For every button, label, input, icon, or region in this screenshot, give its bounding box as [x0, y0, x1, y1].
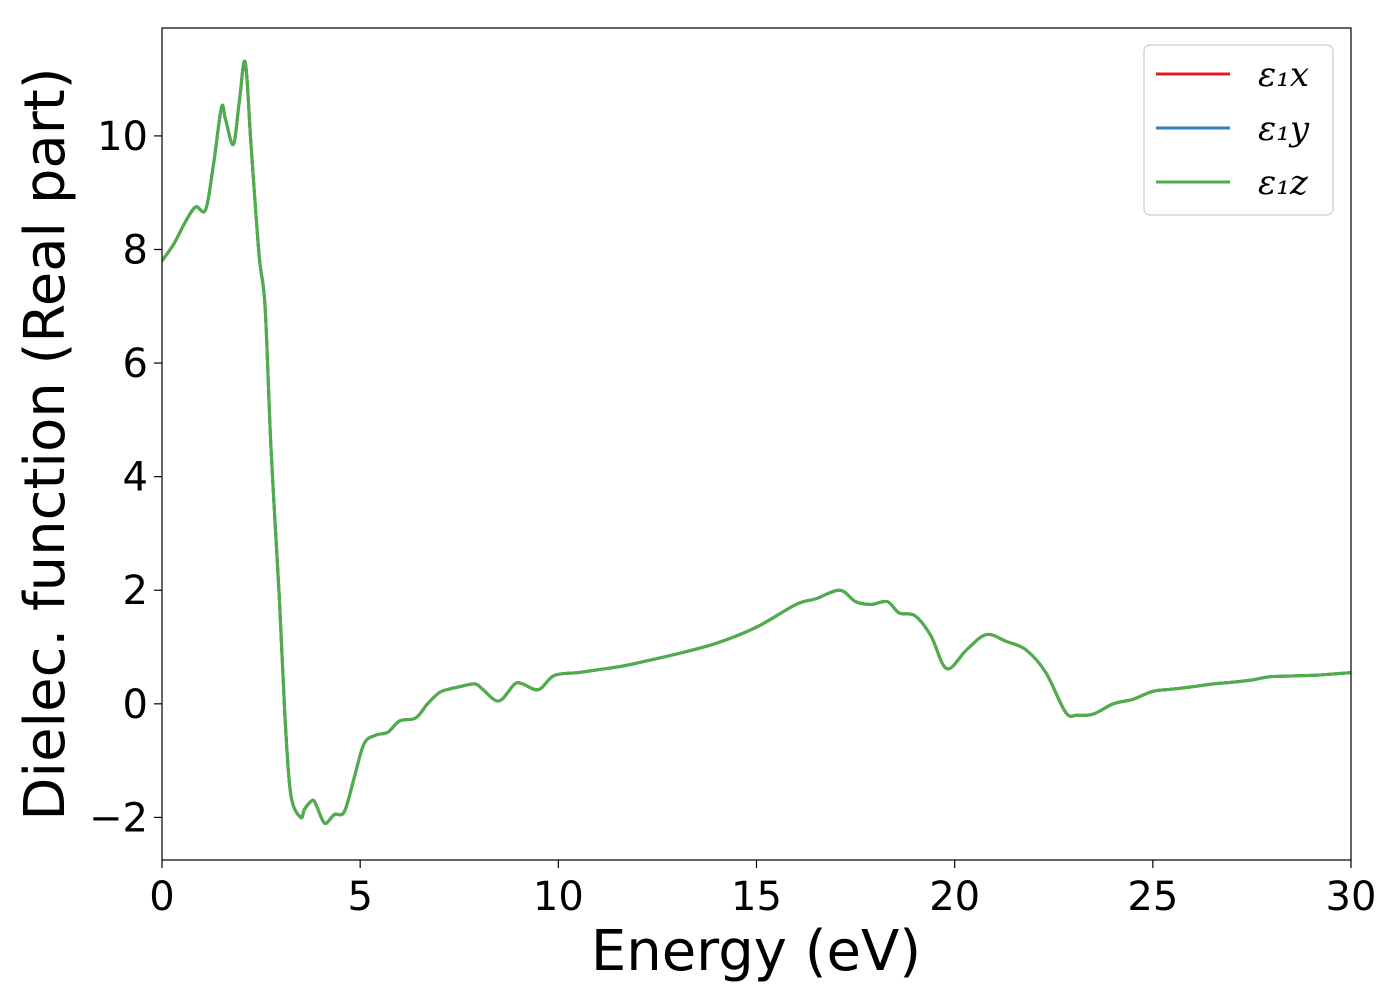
y-tick-label: 0 — [123, 682, 148, 728]
legend-box — [1143, 44, 1334, 216]
legend: ε₁x ε₁y ε₁z — [1143, 44, 1334, 216]
legend-label-1: ε₁x — [1258, 55, 1309, 95]
x-tick-label: 0 — [149, 874, 174, 920]
x-tick-label: 5 — [347, 874, 372, 920]
x-axis-ticks: 0 5 10 15 20 25 30 — [149, 860, 1376, 920]
x-axis-title: Energy (eV) — [591, 919, 921, 984]
x-tick-label: 15 — [731, 874, 782, 920]
series-line-3 — [162, 59, 1351, 825]
y-tick-label: 2 — [123, 568, 148, 614]
y-tick-label: −2 — [89, 795, 148, 841]
x-tick-label: 30 — [1326, 874, 1377, 920]
legend-label-2: ε₁y — [1258, 109, 1310, 149]
x-tick-label: 20 — [929, 874, 980, 920]
y-axis-ticks: −2 0 2 4 6 8 10 — [89, 114, 162, 841]
x-tick-label: 25 — [1127, 874, 1178, 920]
x-tick-label: 10 — [533, 874, 584, 920]
y-tick-label: 6 — [123, 341, 148, 387]
y-tick-label: 8 — [123, 227, 148, 273]
y-tick-label: 4 — [123, 455, 148, 501]
y-tick-label: 10 — [97, 114, 148, 160]
series-layer — [162, 59, 1351, 825]
legend-label-3: ε₁z — [1258, 163, 1309, 203]
y-axis-title: Dielec. function (Real part) — [13, 67, 78, 820]
